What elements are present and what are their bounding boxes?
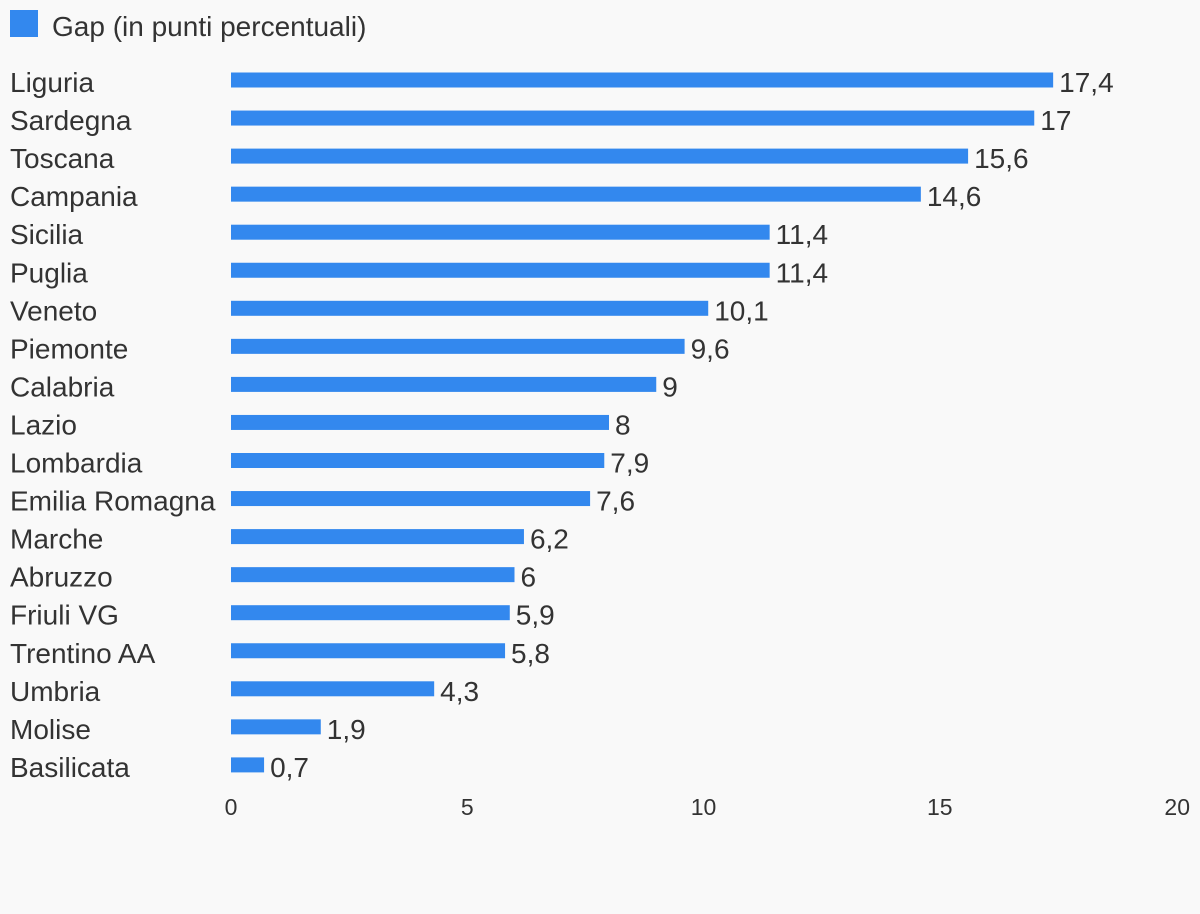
bar-sicilia (231, 224, 770, 240)
bar-marche (231, 529, 524, 545)
category-label-puglia: Puglia (10, 257, 88, 288)
category-label-lombardia: Lombardia (10, 448, 143, 479)
bars (231, 72, 1054, 773)
category-label-emilia-romagna: Emilia Romagna (10, 486, 216, 517)
value-label-marche: 6,2 (530, 524, 569, 555)
legend: Gap (in punti percentuali) (10, 10, 366, 42)
value-label-sicilia: 11,4 (776, 219, 828, 250)
bar-puglia (231, 262, 770, 278)
category-label-piemonte: Piemonte (10, 333, 128, 364)
category-label-umbria: Umbria (10, 676, 101, 707)
value-label-abruzzo: 6 (521, 562, 537, 593)
category-label-abruzzo: Abruzzo (10, 562, 113, 593)
category-labels: Liguria Sardegna Toscana Campania Sicilia Pug… (10, 67, 216, 783)
bar-toscana (231, 148, 969, 164)
value-label-emilia-romagna: 7,6 (596, 486, 635, 517)
x-tick-label-20: 20 (1164, 794, 1190, 820)
value-label-calabria: 9 (662, 371, 678, 402)
value-label-basilicata: 0,7 (270, 752, 309, 783)
bar-trentino-aa (231, 643, 506, 659)
x-tick-label-0: 0 (225, 794, 238, 820)
bar-basilicata (231, 757, 265, 773)
category-label-liguria: Liguria (10, 67, 94, 98)
value-label-toscana: 15,6 (974, 143, 1029, 174)
value-label-sardegna: 17 (1040, 105, 1071, 136)
value-label-campania: 14,6 (927, 181, 982, 212)
bar-veneto (231, 300, 709, 316)
x-axis-ticks: 0 5 10 15 20 (225, 794, 1190, 820)
value-label-puglia: 11,4 (776, 257, 828, 288)
category-label-marche: Marche (10, 524, 103, 555)
category-label-lazio: Lazio (10, 409, 77, 440)
category-label-molise: Molise (10, 714, 91, 745)
bar-molise (231, 719, 321, 735)
value-label-veneto: 10,1 (714, 295, 769, 326)
bar-piemonte (231, 338, 685, 354)
value-label-piemonte: 9,6 (691, 333, 730, 364)
x-tick-label-5: 5 (461, 794, 474, 820)
value-label-liguria: 17,4 (1059, 67, 1114, 98)
bar-liguria (231, 72, 1054, 88)
x-tick-label-15: 15 (927, 794, 953, 820)
x-tick-label-10: 10 (691, 794, 717, 820)
category-label-trentino-aa: Trentino AA (10, 638, 156, 669)
category-label-toscana: Toscana (10, 143, 115, 174)
bar-umbria (231, 681, 435, 697)
value-label-umbria: 4,3 (440, 676, 479, 707)
bar-emilia-romagna (231, 491, 591, 507)
value-label-lombardia: 7,9 (610, 448, 649, 479)
category-label-friuli-vg: Friuli VG (10, 600, 119, 631)
value-label-molise: 1,9 (327, 714, 366, 745)
legend-swatch (10, 10, 38, 37)
value-label-friuli-vg: 5,9 (516, 600, 555, 631)
bar-lombardia (231, 453, 605, 468)
bar-abruzzo (231, 567, 515, 583)
category-label-sardegna: Sardegna (10, 105, 132, 136)
value-label-trentino-aa: 5,8 (511, 638, 550, 669)
category-label-veneto: Veneto (10, 295, 97, 326)
bar-lazio (231, 414, 609, 430)
legend-label: Gap (in punti percentuali) (52, 11, 366, 42)
category-label-basilicata: Basilicata (10, 752, 130, 783)
value-labels: 17,41715,614,611,411,410,19,6987,97,66,2… (270, 67, 1114, 783)
category-label-calabria: Calabria (10, 371, 115, 402)
category-label-campania: Campania (10, 181, 138, 212)
bar-friuli-vg (231, 605, 510, 621)
bar-campania (231, 186, 921, 202)
category-label-sicilia: Sicilia (10, 219, 84, 250)
bar-sardegna (231, 110, 1035, 126)
value-label-lazio: 8 (615, 409, 631, 440)
bar-calabria (231, 376, 657, 392)
